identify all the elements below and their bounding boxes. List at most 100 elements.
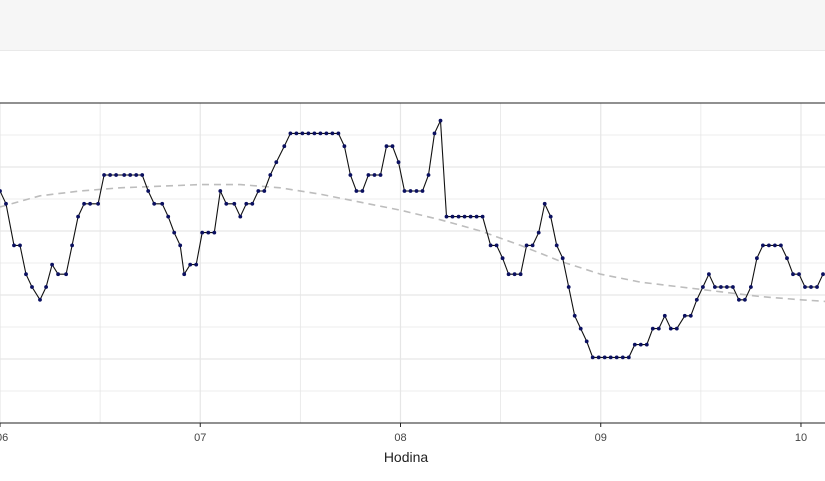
data-point — [480, 214, 485, 219]
data-point — [4, 201, 8, 206]
data-point — [146, 189, 151, 193]
data-point — [396, 160, 401, 165]
data-series — [0, 118, 825, 360]
data-point — [444, 214, 449, 219]
data-point — [785, 256, 789, 261]
data-point — [809, 285, 813, 289]
data-point — [30, 285, 34, 289]
data-point — [432, 131, 437, 136]
data-point — [172, 230, 177, 235]
data-point — [821, 272, 825, 277]
data-point — [668, 326, 673, 331]
x-tick-label: 10 — [795, 432, 807, 444]
data-point — [244, 201, 249, 206]
data-point — [474, 214, 479, 219]
data-point — [342, 144, 347, 149]
data-point — [542, 201, 547, 206]
data-point — [797, 272, 801, 277]
data-point — [773, 243, 777, 248]
data-point — [50, 262, 54, 267]
data-point — [178, 243, 183, 248]
data-point — [737, 297, 741, 302]
data-point — [694, 297, 699, 302]
data-point — [803, 285, 807, 289]
data-point — [366, 173, 371, 177]
data-point — [713, 285, 717, 289]
data-point — [294, 131, 299, 136]
data-point — [530, 243, 535, 248]
data-point — [644, 342, 649, 347]
data-point — [450, 214, 455, 219]
data-point — [512, 272, 517, 277]
data-point — [140, 173, 145, 177]
data-point — [128, 173, 133, 177]
data-point — [76, 214, 80, 219]
data-point — [596, 355, 601, 360]
data-point — [348, 173, 353, 177]
series-line — [0, 120, 824, 358]
data-point — [488, 243, 493, 248]
data-point — [354, 189, 359, 193]
data-point — [312, 131, 317, 136]
data-point — [506, 272, 511, 277]
data-point — [218, 189, 223, 193]
data-point — [414, 189, 419, 193]
axes — [0, 102, 825, 424]
data-point — [82, 201, 86, 206]
trend-line — [0, 183, 825, 303]
x-axis-label: Hodina — [384, 449, 429, 465]
data-point — [456, 214, 461, 219]
data-point — [64, 272, 68, 277]
data-point — [408, 189, 413, 193]
data-point — [548, 214, 553, 219]
data-point — [638, 342, 643, 347]
data-point — [166, 214, 171, 219]
data-point — [200, 230, 205, 235]
data-point — [250, 201, 255, 206]
data-point — [152, 201, 157, 206]
x-tick-label: 06 — [0, 432, 8, 444]
top-toolbar-area — [0, 0, 825, 51]
data-point — [0, 189, 2, 193]
data-point — [731, 285, 735, 289]
data-point — [420, 189, 425, 193]
data-point — [108, 173, 112, 177]
data-point — [572, 313, 577, 318]
data-point — [620, 355, 625, 360]
data-point — [336, 131, 341, 136]
data-point — [761, 243, 765, 248]
data-point — [701, 285, 705, 289]
data-point — [554, 243, 559, 248]
data-point — [262, 189, 267, 193]
data-point — [462, 214, 467, 219]
data-point — [224, 201, 229, 206]
data-point — [791, 272, 795, 277]
data-point — [614, 355, 619, 360]
data-point — [18, 243, 22, 248]
trend-dashed-line — [0, 183, 825, 303]
data-point — [626, 355, 631, 360]
data-point — [38, 297, 42, 302]
data-point — [212, 230, 217, 235]
data-point — [494, 243, 499, 248]
data-point — [194, 262, 199, 267]
data-point — [182, 272, 187, 277]
data-point — [384, 144, 389, 149]
data-point — [815, 285, 819, 289]
data-point — [330, 131, 335, 136]
data-point — [300, 131, 305, 136]
data-point — [524, 243, 529, 248]
data-point — [96, 201, 100, 206]
data-point — [518, 272, 523, 277]
data-point — [536, 230, 541, 235]
data-point — [268, 173, 273, 177]
data-point — [360, 189, 365, 193]
data-point — [114, 173, 118, 177]
data-point — [426, 173, 431, 177]
data-point — [24, 272, 28, 277]
data-point — [372, 173, 377, 177]
x-tick-label: 08 — [394, 432, 406, 444]
x-tick-label: 09 — [595, 432, 607, 444]
